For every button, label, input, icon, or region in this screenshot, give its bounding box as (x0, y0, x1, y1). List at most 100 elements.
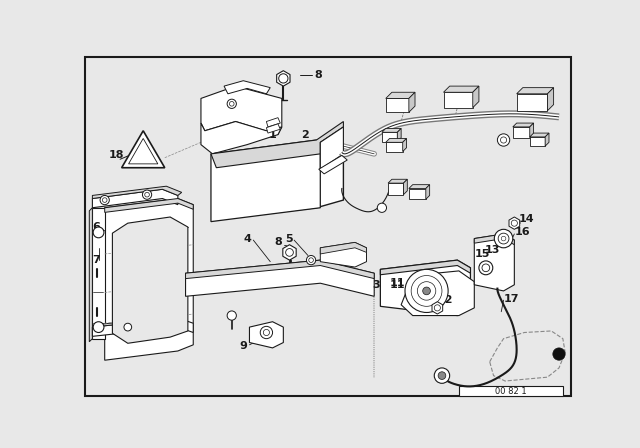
Circle shape (230, 102, 234, 106)
Polygon shape (473, 86, 479, 108)
Polygon shape (513, 127, 530, 138)
Circle shape (500, 137, 507, 143)
Polygon shape (250, 322, 284, 348)
Text: 18: 18 (109, 151, 124, 160)
Circle shape (411, 276, 442, 306)
Polygon shape (509, 217, 520, 229)
Polygon shape (432, 302, 443, 314)
Circle shape (553, 348, 565, 360)
Polygon shape (397, 129, 401, 142)
Polygon shape (530, 133, 549, 137)
Circle shape (279, 74, 288, 83)
Polygon shape (201, 86, 282, 134)
Polygon shape (444, 92, 473, 108)
Polygon shape (380, 260, 470, 315)
Polygon shape (283, 245, 296, 260)
Polygon shape (530, 123, 534, 138)
Polygon shape (320, 127, 344, 169)
Text: 15: 15 (474, 249, 490, 259)
Text: 5: 5 (285, 233, 293, 244)
Circle shape (260, 326, 273, 339)
Text: 16: 16 (515, 228, 530, 237)
Circle shape (124, 323, 132, 331)
Circle shape (378, 203, 387, 212)
Circle shape (497, 134, 509, 146)
Polygon shape (388, 183, 403, 195)
Circle shape (405, 269, 448, 313)
Circle shape (308, 258, 314, 263)
Text: 8: 8 (314, 70, 322, 80)
Polygon shape (92, 318, 193, 336)
Circle shape (422, 287, 431, 295)
Polygon shape (211, 140, 320, 222)
Circle shape (93, 322, 104, 332)
Polygon shape (474, 234, 515, 291)
Text: 17: 17 (504, 293, 519, 304)
Polygon shape (105, 198, 193, 212)
Circle shape (482, 264, 490, 271)
Text: 10: 10 (405, 284, 420, 293)
Polygon shape (474, 234, 515, 245)
Circle shape (145, 192, 149, 197)
Circle shape (143, 190, 152, 199)
Polygon shape (122, 131, 164, 168)
Text: 2: 2 (301, 129, 308, 140)
Polygon shape (105, 198, 193, 360)
Polygon shape (388, 179, 407, 183)
Polygon shape (380, 260, 470, 275)
Polygon shape (224, 81, 270, 94)
Polygon shape (386, 99, 409, 112)
Polygon shape (386, 92, 415, 99)
Polygon shape (530, 137, 545, 146)
Circle shape (417, 282, 436, 300)
Polygon shape (386, 142, 403, 151)
Circle shape (227, 311, 236, 320)
Polygon shape (516, 88, 554, 94)
Polygon shape (319, 155, 348, 174)
Text: S072: S072 (134, 156, 153, 162)
Polygon shape (320, 242, 367, 267)
Text: 14: 14 (519, 214, 534, 224)
Circle shape (100, 195, 109, 205)
Circle shape (102, 198, 107, 202)
Polygon shape (409, 185, 429, 189)
Text: 8: 8 (274, 237, 282, 247)
Circle shape (435, 368, 450, 383)
Text: 13: 13 (484, 245, 500, 255)
Polygon shape (90, 208, 92, 342)
Text: ⚠: ⚠ (139, 146, 148, 156)
Polygon shape (92, 208, 105, 339)
Text: 1: 1 (269, 129, 276, 140)
Polygon shape (92, 186, 182, 198)
Polygon shape (401, 271, 474, 315)
Polygon shape (266, 124, 280, 133)
Polygon shape (426, 185, 429, 199)
Circle shape (511, 220, 517, 226)
Text: 4: 4 (243, 233, 251, 244)
Text: 6: 6 (92, 222, 100, 232)
Polygon shape (186, 260, 374, 296)
Text: 7: 7 (92, 255, 100, 265)
Polygon shape (211, 121, 344, 168)
Polygon shape (403, 179, 407, 195)
Polygon shape (382, 132, 397, 142)
Polygon shape (382, 129, 401, 132)
Text: 3: 3 (372, 280, 380, 290)
Polygon shape (547, 88, 554, 111)
Polygon shape (403, 138, 406, 151)
Circle shape (438, 372, 446, 379)
Polygon shape (92, 189, 178, 208)
Circle shape (501, 236, 506, 241)
Circle shape (263, 329, 269, 336)
Polygon shape (320, 242, 367, 254)
Text: 11: 11 (390, 278, 405, 288)
Text: 11: 11 (390, 280, 405, 290)
Polygon shape (444, 86, 479, 92)
Circle shape (285, 249, 293, 256)
Polygon shape (516, 94, 547, 111)
Polygon shape (92, 315, 182, 327)
Polygon shape (201, 121, 282, 154)
Circle shape (435, 305, 440, 311)
Polygon shape (409, 189, 426, 199)
Text: 9: 9 (239, 341, 247, 351)
